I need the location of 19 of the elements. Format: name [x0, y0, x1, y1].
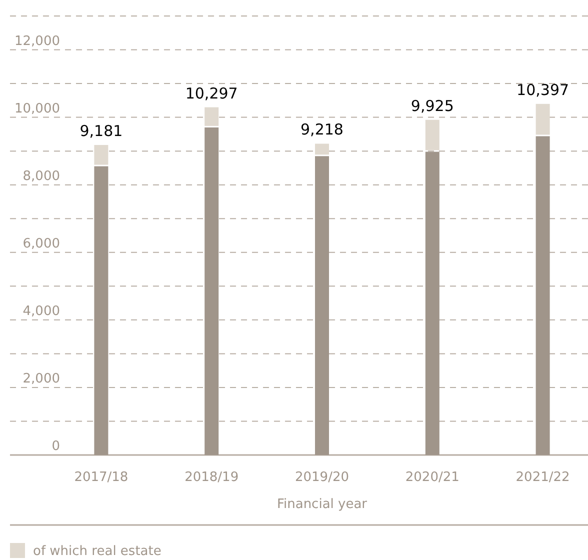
x-tick-label: 2017/18: [74, 470, 128, 485]
legend-label: of which real estate: [33, 544, 162, 559]
y-tick-label: 10,000: [14, 101, 60, 116]
total-label: 9,925: [410, 96, 454, 115]
total-label: 10,297: [185, 84, 238, 102]
y-tick-label: 0: [52, 439, 60, 454]
x-tick-label: 2020/21: [405, 470, 460, 485]
x-tick-label: 2021/22: [516, 470, 570, 485]
total-label: 10,397: [516, 80, 570, 99]
total-label: 9,181: [80, 122, 123, 140]
y-tick-label: 12,000: [14, 34, 60, 49]
x-axis-title: Financial year: [276, 497, 368, 512]
total-label: 9,218: [300, 120, 344, 139]
x-tick-label: 2018/19: [184, 470, 239, 485]
x-tick-label: 2019/20: [294, 470, 350, 485]
y-tick-label: 6,000: [22, 236, 60, 252]
y-tick-label: 4,000: [22, 304, 60, 319]
y-tick-label: 8,000: [22, 168, 60, 184]
y-tick-label: 2,000: [22, 371, 60, 386]
